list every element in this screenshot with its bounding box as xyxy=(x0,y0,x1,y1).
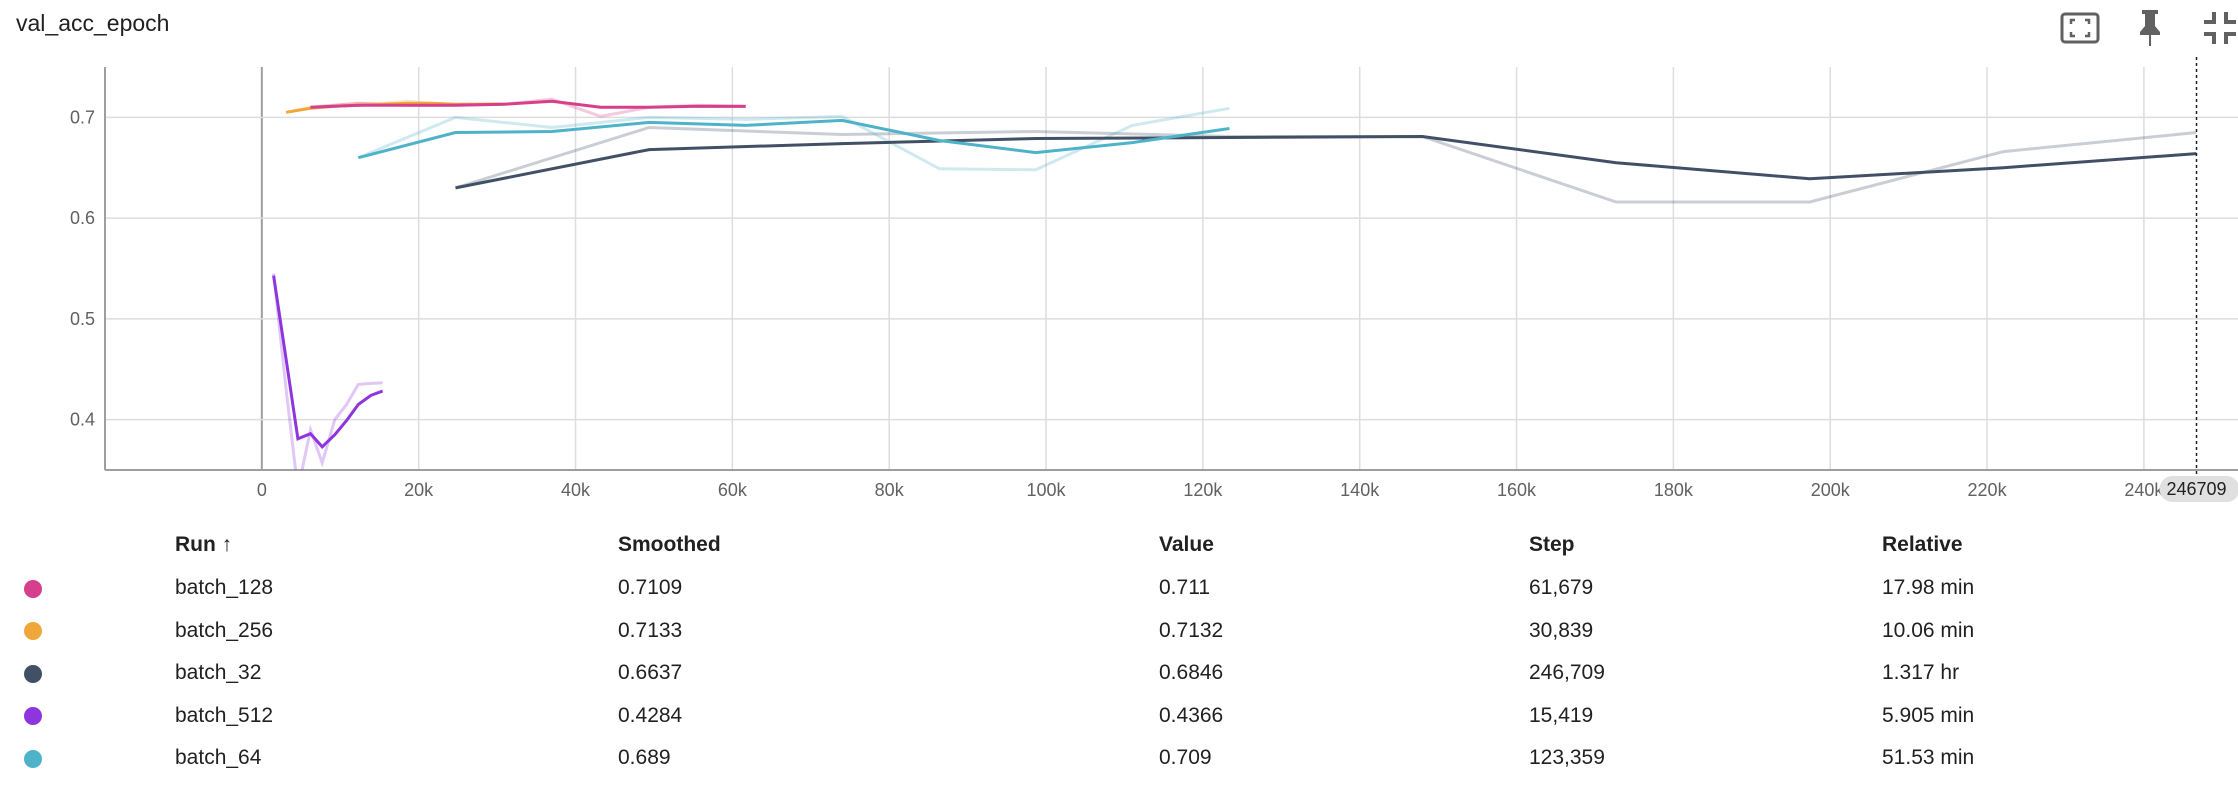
runs-table-header: Run ↑ Smoothed Value Step Relative xyxy=(0,523,2212,567)
step-value: 15,419 xyxy=(1529,703,1594,727)
x-tick-label: 160k xyxy=(1497,480,1537,500)
smoothed-value: 0.4284 xyxy=(618,703,683,727)
run-name: batch_32 xyxy=(175,661,262,685)
fit-to-domain-icon xyxy=(2060,12,2100,44)
x-tick-label: 20k xyxy=(404,480,434,500)
raw-value: 0.4366 xyxy=(1159,703,1224,727)
step-value: 30,839 xyxy=(1529,618,1594,642)
raw-value: 0.7132 xyxy=(1159,618,1224,642)
relative-column-header[interactable]: Relative xyxy=(1882,533,1963,556)
smoothed-value: 0.689 xyxy=(618,746,671,770)
x-tick-label: 40k xyxy=(561,480,591,500)
color-column-header xyxy=(0,523,175,567)
x-tick-label: 120k xyxy=(1183,480,1223,500)
x-tick-label: 240k xyxy=(2124,480,2164,500)
run-color-dot xyxy=(0,610,175,653)
run-column-header[interactable]: Run ↑ xyxy=(175,533,233,556)
x-tick-label: 140k xyxy=(1340,480,1380,500)
run-color-dot xyxy=(0,695,175,738)
value-column-header[interactable]: Value xyxy=(1159,533,1214,556)
color-dot-icon xyxy=(24,579,42,598)
pin-button[interactable] xyxy=(2128,6,2172,50)
color-dot-icon xyxy=(24,664,42,683)
run-name: batch_64 xyxy=(175,746,262,770)
step-value: 61,679 xyxy=(1529,576,1594,600)
raw-value: 0.709 xyxy=(1159,746,1212,770)
color-dot-icon xyxy=(24,707,42,726)
relative-time: 51.53 min xyxy=(1882,746,1975,770)
table-row[interactable]: batch_32 0.6637 0.6846 246,709 1.317 hr xyxy=(0,652,2212,695)
step-value: 246,709 xyxy=(1529,661,1605,685)
series-group xyxy=(272,97,2197,470)
table-row[interactable]: batch_64 0.689 0.709 123,359 51.53 min xyxy=(0,737,2212,780)
run-name: batch_512 xyxy=(175,703,274,727)
relative-time: 10.06 min xyxy=(1882,618,1975,642)
table-row[interactable]: batch_512 0.4284 0.4366 15,419 5.905 min xyxy=(0,695,2212,738)
collapse-button[interactable] xyxy=(2198,6,2238,50)
x-tick-label: 60k xyxy=(718,480,748,500)
x-tick-label: 0 xyxy=(257,480,267,500)
table-row[interactable]: batch_128 0.7109 0.711 61,679 17.98 min xyxy=(0,567,2212,610)
raw-value: 0.711 xyxy=(1159,576,1210,600)
series-smoothed-line-batch_64 xyxy=(357,118,1230,160)
y-tick-label: 0.4 xyxy=(70,410,95,430)
line-chart[interactable]: 0 20k 40k 60k 80k 100k 120k 140k 160k 180k 200k 220… xyxy=(0,55,2238,515)
card-title: val_acc_epoch xyxy=(16,10,170,36)
run-color-dot xyxy=(0,737,175,780)
relative-time: 17.98 min xyxy=(1882,576,1975,600)
y-tick-label: 0.5 xyxy=(70,309,95,329)
x-tick-label: 80k xyxy=(875,480,905,500)
color-dot-icon xyxy=(24,749,42,768)
run-name: batch_128 xyxy=(175,576,274,600)
raw-value: 0.6846 xyxy=(1159,661,1224,685)
step-value: 123,359 xyxy=(1529,746,1605,770)
x-tick-label: 220k xyxy=(1968,480,2008,500)
series-smoothed-line-batch_512 xyxy=(272,275,384,449)
smoothed-value: 0.7133 xyxy=(618,618,683,642)
run-color-dot xyxy=(0,652,175,695)
run-name: batch_256 xyxy=(175,618,274,642)
y-tick-label: 0.7 xyxy=(70,107,95,127)
table-row[interactable]: batch_256 0.7133 0.7132 30,839 10.06 min xyxy=(0,610,2212,653)
series-raw-line-batch_32 xyxy=(455,125,2197,204)
color-dot-icon xyxy=(24,622,42,641)
smoothed-column-header[interactable]: Smoothed xyxy=(618,533,721,556)
step-column-header[interactable]: Step xyxy=(1529,533,1575,556)
relative-time: 1.317 hr xyxy=(1882,661,1960,685)
relative-time: 5.905 min xyxy=(1882,703,1975,727)
collapse-icon xyxy=(2204,12,2236,44)
run-color-dot xyxy=(0,567,175,610)
series-smoothed-line-batch_32 xyxy=(455,134,2197,190)
x-tick-label: 100k xyxy=(1027,480,1067,500)
pin-icon xyxy=(2140,10,2160,46)
cursor-badge-bg xyxy=(2159,476,2238,502)
series-smoothed-line-batch_128 xyxy=(310,99,746,109)
runs-table: Run ↑ Smoothed Value Step Relative batch… xyxy=(0,523,2212,780)
y-tick-label: 0.6 xyxy=(70,208,95,228)
fit-to-domain-button[interactable] xyxy=(2058,6,2102,50)
cursor-badge-label: 246709 xyxy=(2166,479,2226,499)
x-tick-label: 200k xyxy=(1811,480,1851,500)
smoothed-value: 0.7109 xyxy=(618,576,683,600)
x-tick-label: 180k xyxy=(1654,480,1694,500)
smoothed-value: 0.6637 xyxy=(618,661,683,685)
